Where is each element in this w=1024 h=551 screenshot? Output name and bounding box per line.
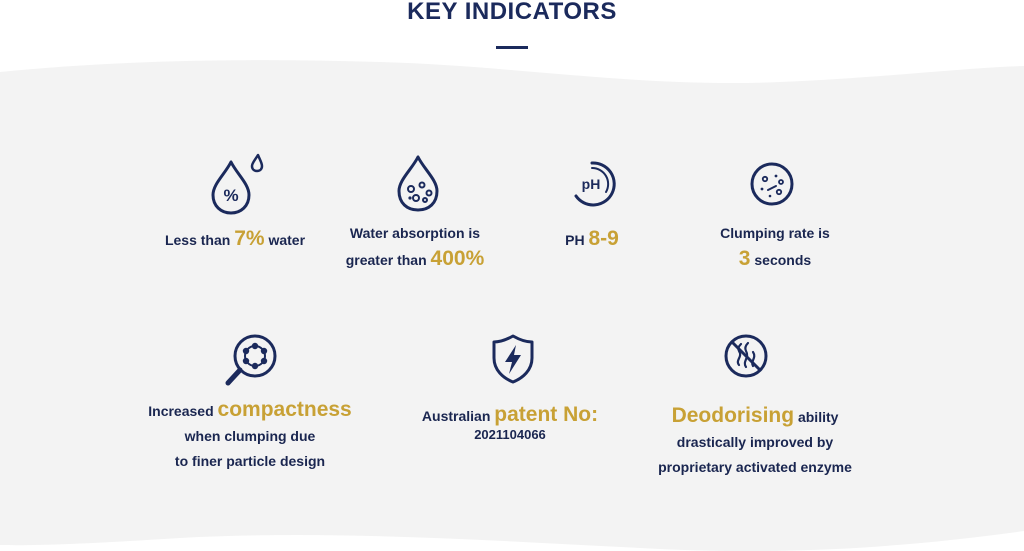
indicator-water-prefix: Less than <box>164 232 231 248</box>
magnifier-particles-icon <box>225 334 277 386</box>
indicator-patent-colon: : <box>591 403 599 426</box>
absorption-drop-icon <box>397 155 439 212</box>
water-percent-drop-icon: % <box>211 153 264 215</box>
indicator-ph-value: 8-9 <box>588 227 619 250</box>
svg-text:%: % <box>223 186 238 205</box>
indicator-deodorising-suffix: ability <box>797 409 839 425</box>
ph-icon: pH <box>574 161 616 207</box>
indicator-clumping-suffix: seconds <box>754 252 812 268</box>
indicator-clumping: Clumping rate is 3 seconds <box>680 221 870 273</box>
indicator-patent: Australian patent No: 2021104066 <box>395 402 625 444</box>
indicator-compactness-line2: when clumping due <box>184 428 316 444</box>
indicator-compactness-line3: to finer particle design <box>174 453 326 469</box>
indicator-clumping-value: 3 <box>738 247 751 270</box>
indicator-absorption: Water absorption is greater than 400% <box>320 221 510 273</box>
indicator-water-content: Less than 7% water <box>140 226 330 253</box>
indicator-patent-prefix: Australian <box>421 408 491 424</box>
indicator-absorption-line1: Water absorption is <box>349 225 481 241</box>
indicator-compactness: Increased compactness when clumping due … <box>110 397 390 474</box>
indicator-water-suffix: water <box>268 232 306 248</box>
indicator-deodorising-line3: proprietary activated enzyme <box>658 459 852 475</box>
indicator-clumping-line1: Clumping rate is <box>720 225 830 241</box>
indicator-absorption-prefix: greater than <box>345 252 427 268</box>
indicator-ph: PH 8-9 <box>530 226 654 253</box>
no-odor-icon <box>724 334 768 378</box>
indicator-patent-value: patent No <box>494 403 592 426</box>
title-underline <box>496 46 528 49</box>
indicator-compactness-value: compactness <box>217 398 352 421</box>
svg-text:pH: pH <box>582 176 601 192</box>
indicator-deodorising: Deodorising ability drastically improved… <box>615 403 895 480</box>
page-title: KEY INDICATORS <box>407 0 617 25</box>
shield-lightning-icon <box>492 334 534 384</box>
indicator-patent-number: 2021104066 <box>474 427 546 442</box>
indicator-water-value: 7% <box>234 227 265 250</box>
indicator-compactness-prefix: Increased <box>148 403 214 419</box>
clumping-circle-icon <box>750 162 794 206</box>
indicator-deodorising-line2: drastically improved by <box>676 434 834 450</box>
indicator-ph-prefix: PH <box>565 232 585 248</box>
indicator-absorption-value: 400% <box>430 247 485 270</box>
indicator-deodorising-value: Deodorising <box>671 404 795 427</box>
